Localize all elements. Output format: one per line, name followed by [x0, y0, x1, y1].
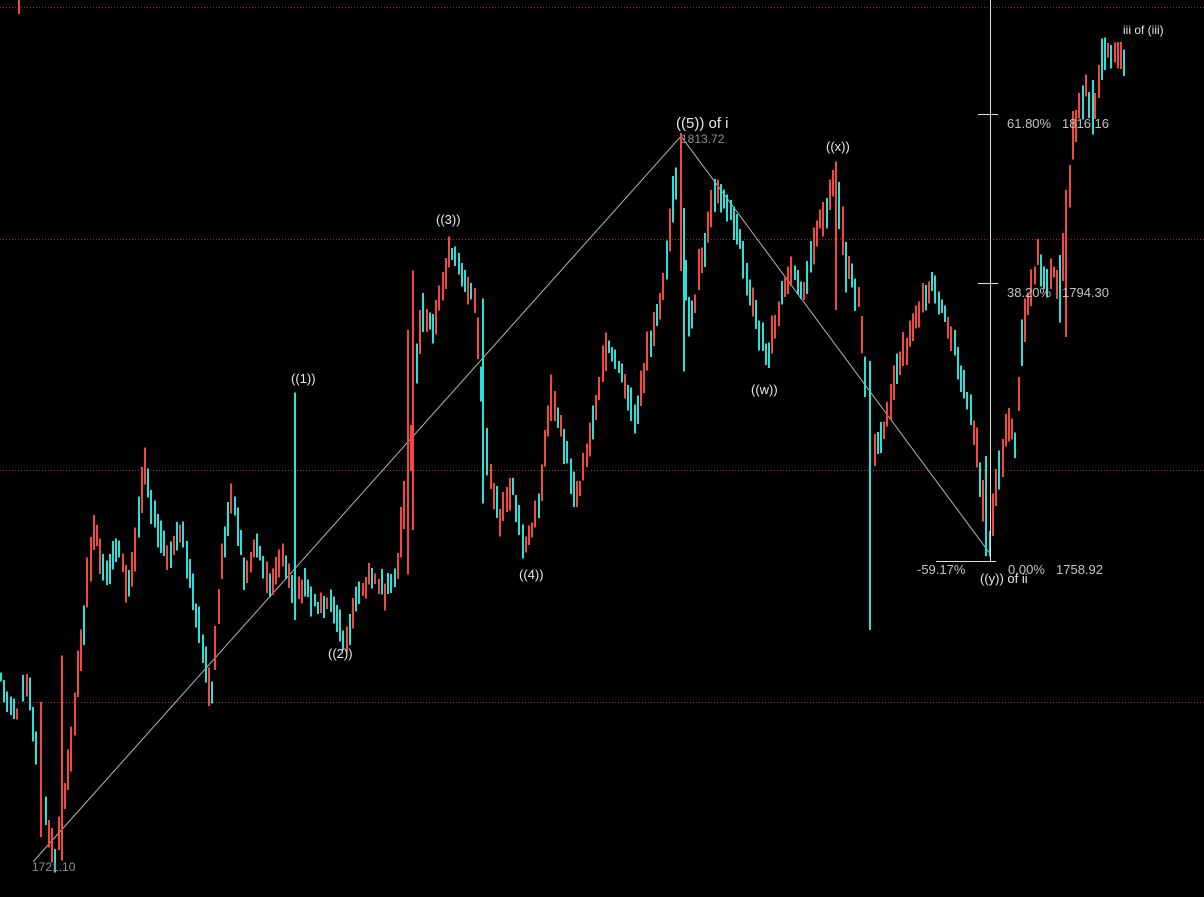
wave-label-wave-5-of-i[interactable]: ((5)) of i — [676, 115, 729, 132]
price-label-start-low: 1721.10 — [32, 860, 76, 874]
wave-label-wave-x[interactable]: ((x)) — [826, 139, 850, 154]
wave-label-wave-1[interactable]: ((1)) — [291, 371, 316, 386]
fib-pct-61-80[interactable]: 61.80% — [1007, 116, 1052, 131]
wave-label-wave-y-of-ii[interactable]: ((y)) of ii — [980, 571, 1028, 586]
wave-label-wave-4[interactable]: ((4)) — [519, 567, 544, 582]
fib-pct-38-20[interactable]: 38.20% — [1007, 285, 1052, 300]
wave-label-wave-iii-of-iii[interactable]: iii of (iii) — [1123, 23, 1164, 37]
fib-price-0-00: 1758.92 — [1056, 562, 1103, 577]
trend-line[interactable] — [680, 135, 990, 553]
trend-lines[interactable] — [32, 135, 990, 863]
fib-price-61-80: 1816.16 — [1062, 116, 1109, 131]
fib-pct-0-00[interactable]: 0.00% — [1008, 562, 1045, 577]
price-label-wave5-high: 1813.72 — [681, 132, 725, 146]
wave-label-wave-3[interactable]: ((3)) — [436, 212, 461, 227]
fib-price-38-20: 1794.30 — [1062, 285, 1109, 300]
trend-line[interactable] — [32, 135, 682, 863]
ohlc-bars — [0, 0, 1125, 873]
wave-label-wave-2[interactable]: ((2)) — [328, 646, 353, 661]
fib-pct-neg-59-17[interactable]: -59.17% — [917, 562, 966, 577]
wave-label-wave-w[interactable]: ((w)) — [751, 382, 778, 397]
fib-retracement-tool[interactable] — [936, 0, 998, 562]
